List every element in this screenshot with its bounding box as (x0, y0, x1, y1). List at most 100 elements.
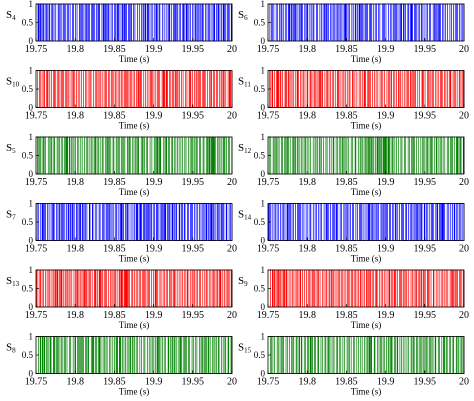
x-tick-label: 19.9 (377, 310, 395, 321)
x-tick-label: 19.75 (257, 244, 280, 255)
series-line (36, 203, 233, 241)
x-tick-label: 19.95 (414, 377, 437, 388)
x-tick-label: 19.95 (414, 111, 437, 122)
x-tick-label: 19.85 (335, 310, 358, 321)
x-tick-label: 20 (227, 177, 237, 188)
x-tick-label: 19.9 (377, 244, 395, 255)
y-axis-label: S5 (6, 142, 16, 155)
x-tick-label: 19.75 (257, 377, 280, 388)
y-tick-label: 0 (261, 103, 266, 113)
y-tick-label: 1 (29, 66, 34, 76)
x-tick-label: 19.75 (25, 244, 48, 255)
x-tick-label: 19.8 (66, 377, 84, 388)
y-tick-label: 1 (29, 0, 34, 9)
y-tick-label: 0.5 (22, 217, 34, 227)
x-tick-label: 19.75 (25, 111, 48, 122)
y-tick-label: 1 (261, 332, 266, 342)
y-tick-label: 0 (261, 369, 266, 379)
y-tick-label: 0 (29, 369, 34, 379)
series-line (36, 70, 233, 108)
x-tick-label: 19.8 (298, 244, 316, 255)
y-tick-label: 1 (261, 0, 266, 9)
y-tick-label: 0.5 (22, 84, 34, 94)
x-tick-label: 19.85 (335, 377, 358, 388)
y-tick-label: 0.5 (254, 84, 266, 94)
x-tick-label: 19.9 (377, 177, 395, 188)
x-tick-label: 19.75 (25, 44, 48, 55)
x-tick-label: 19.9 (145, 244, 163, 255)
y-axis-label: S13 (6, 275, 20, 288)
x-tick-label: 19.75 (25, 310, 48, 321)
y-axis-label: S8 (6, 342, 16, 355)
x-tick-label: 19.95 (414, 244, 437, 255)
x-tick-label: 19.9 (145, 177, 163, 188)
x-tick-label: 19.95 (414, 44, 437, 55)
y-tick-label: 0.5 (22, 151, 34, 161)
y-tick-label: 1 (261, 66, 266, 76)
x-tick-label: 19.8 (298, 111, 316, 122)
y-tick-label: 0 (261, 36, 266, 46)
y-tick-label: 0 (29, 236, 34, 246)
y-tick-label: 0.5 (254, 217, 266, 227)
y-tick-label: 1 (261, 265, 266, 275)
y-tick-label: 0 (261, 236, 266, 246)
subplot-s11: 0 0.5 1 19.75 19.8 19.85 19.9 19.95 20 Time (s) S1… (238, 66, 469, 131)
x-tick-label: 19.95 (182, 377, 205, 388)
subplot-s5: 0 0.5 1 19.75 19.8 19.85 19.9 19.95 20 Time (s) S5 (6, 132, 237, 197)
y-tick-label: 0.5 (254, 151, 266, 161)
x-tick-label: 19.75 (257, 44, 280, 55)
y-tick-label: 1 (29, 332, 34, 342)
x-tick-label: 19.9 (377, 44, 395, 55)
series-line (268, 70, 465, 108)
x-axis-label: Time (s) (351, 387, 381, 397)
y-axis-label: S9 (238, 275, 248, 288)
x-axis-label: Time (s) (351, 54, 381, 64)
subplot-s12: 0 0.5 1 19.75 19.8 19.85 19.9 19.95 20 Time (s) S1… (238, 132, 469, 197)
subplot-s8: 0 0.5 1 19.75 19.8 19.85 19.9 19.95 20 Time (s) S8 (6, 332, 237, 397)
y-tick-label: 0.5 (254, 284, 266, 294)
y-tick-label: 0 (29, 169, 34, 179)
x-tick-label: 19.85 (103, 44, 126, 55)
y-axis-label: S11 (238, 76, 251, 89)
y-tick-label: 0 (29, 36, 34, 46)
x-tick-label: 19.85 (335, 111, 358, 122)
series-line (268, 3, 465, 42)
y-tick-label: 0 (29, 302, 34, 312)
series-line (268, 269, 465, 308)
y-tick-label: 1 (261, 132, 266, 142)
subplot-s9: 0 0.5 1 19.75 19.8 19.85 19.9 19.95 20 Time (s) S9 (238, 265, 469, 330)
subplot-s14: 0 0.5 1 19.75 19.8 19.85 19.9 19.95 20 Time (s) S1… (238, 199, 469, 264)
x-tick-label: 19.9 (145, 310, 163, 321)
x-tick-label: 20 (459, 310, 469, 321)
series-line (268, 136, 465, 175)
x-tick-label: 19.8 (298, 44, 316, 55)
x-tick-label: 19.85 (103, 377, 126, 388)
x-tick-label: 19.75 (257, 177, 280, 188)
x-axis-label: Time (s) (119, 187, 149, 197)
x-tick-label: 19.8 (66, 244, 84, 255)
y-tick-label: 1 (261, 199, 266, 209)
x-tick-label: 19.95 (182, 244, 205, 255)
y-axis-label: S10 (6, 76, 20, 89)
x-tick-label: 19.75 (257, 310, 280, 321)
y-axis-label: S6 (238, 9, 248, 22)
y-tick-label: 1 (29, 265, 34, 275)
subplot-s13: 0 0.5 1 19.75 19.8 19.85 19.9 19.95 20 Time (s) S1… (6, 265, 237, 330)
y-axis-label: S7 (6, 209, 16, 222)
x-tick-label: 20 (227, 44, 237, 55)
x-tick-label: 20 (227, 111, 237, 122)
x-tick-label: 19.95 (182, 177, 205, 188)
x-tick-label: 19.8 (66, 111, 84, 122)
x-tick-label: 19.8 (66, 177, 84, 188)
x-axis-label: Time (s) (119, 387, 149, 397)
x-tick-label: 19.8 (298, 310, 316, 321)
x-tick-label: 19.75 (25, 377, 48, 388)
y-tick-label: 1 (29, 132, 34, 142)
subplot-s15: 0 0.5 1 19.75 19.8 19.85 19.9 19.95 20 Time (s) S1… (238, 332, 469, 397)
x-tick-label: 20 (459, 111, 469, 122)
x-axis-label: Time (s) (119, 54, 149, 64)
y-tick-label: 0.5 (254, 18, 266, 28)
x-tick-label: 19.8 (66, 310, 84, 321)
subplot-s4: 0 0.5 1 19.75 19.8 19.85 19.9 19.95 20 Time (s) S4 (6, 0, 237, 64)
x-tick-label: 19.8 (66, 44, 84, 55)
